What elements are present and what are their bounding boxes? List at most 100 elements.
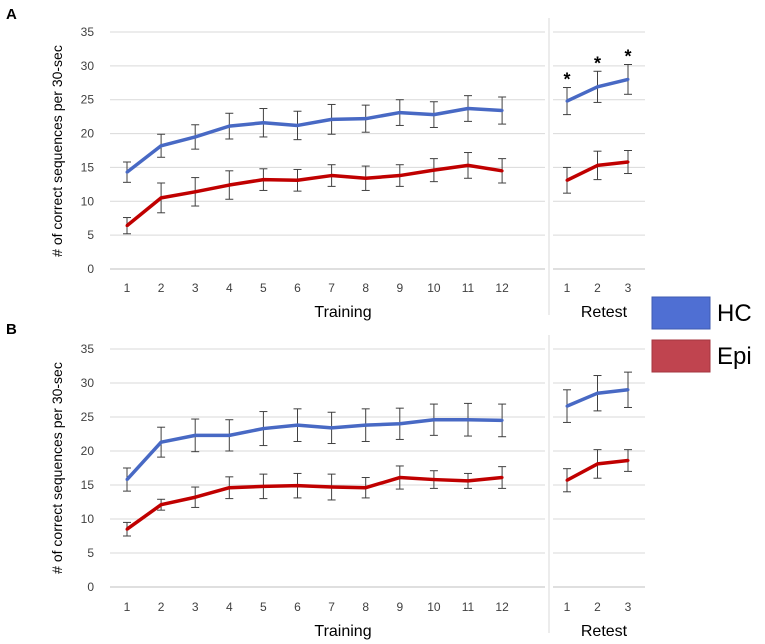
- data-point-epi-training: [466, 163, 470, 167]
- y-tick-label: 20: [81, 444, 95, 458]
- x-tick-label-training: 9: [396, 600, 403, 614]
- x-tick-label-training: 8: [362, 281, 369, 295]
- x-axis-title-retest: Retest: [581, 623, 628, 640]
- x-tick-label-training: 7: [328, 281, 335, 295]
- data-point-hc-retest: [596, 391, 599, 395]
- data-point-hc-training: [364, 117, 368, 121]
- data-point-hc-training: [125, 170, 129, 174]
- y-tick-label: 35: [81, 25, 95, 39]
- data-point-hc-training: [296, 423, 299, 427]
- y-tick-label: 5: [87, 546, 94, 560]
- x-axis-title-training: Training: [314, 304, 371, 321]
- x-tick-label-retest: 2: [594, 281, 601, 295]
- y-tick-label: 15: [81, 160, 95, 174]
- y-tick-label: 5: [87, 228, 94, 242]
- legend: HC Epi: [651, 296, 752, 373]
- data-point-epi-training: [364, 176, 368, 180]
- data-point-hc-training: [227, 124, 231, 128]
- data-point-epi-training: [193, 495, 197, 499]
- data-point-epi-retest: [626, 160, 630, 164]
- x-tick-label-training: 5: [260, 600, 267, 614]
- x-tick-label-training: 11: [462, 600, 475, 614]
- panel-a: A# of correct sequences per 30-sec051015…: [6, 6, 645, 321]
- x-tick-label-training: 6: [294, 281, 301, 295]
- data-point-epi-retest: [626, 459, 630, 463]
- y-tick-label: 15: [81, 478, 95, 492]
- significance-marker: *: [563, 70, 570, 90]
- y-tick-label: 30: [81, 376, 95, 390]
- data-point-hc-training: [500, 109, 504, 113]
- data-point-epi-training: [466, 479, 470, 483]
- y-tick-label: 0: [87, 262, 94, 276]
- y-axis-title: # of correct sequences per 30-sec: [49, 362, 65, 574]
- data-point-hc-training: [296, 123, 299, 127]
- y-tick-label: 0: [87, 580, 94, 594]
- x-tick-label-retest: 2: [594, 600, 601, 614]
- x-tick-label-training: 2: [158, 600, 165, 614]
- significance-marker: *: [594, 53, 601, 73]
- significance-marker: *: [624, 47, 631, 67]
- x-tick-label-training: 6: [294, 600, 301, 614]
- x-tick-label-training: 4: [226, 600, 233, 614]
- y-axis-title: # of correct sequences per 30-sec: [49, 45, 65, 257]
- series-line-epi-training: [125, 475, 503, 531]
- data-point-hc-training: [330, 117, 334, 121]
- series-line-hc-training: [125, 417, 503, 481]
- data-point-epi-training: [261, 178, 265, 182]
- data-point-epi-training: [500, 169, 504, 173]
- data-point-hc-retest: [626, 77, 630, 81]
- y-tick-label: 10: [81, 512, 95, 526]
- data-point-hc-retest: [565, 99, 569, 103]
- data-point-hc-training: [227, 433, 231, 437]
- data-point-epi-training: [159, 196, 163, 200]
- x-tick-label-training: 2: [158, 281, 165, 295]
- data-point-epi-training: [364, 486, 368, 490]
- x-tick-label-training: 8: [362, 600, 369, 614]
- data-point-epi-retest: [565, 178, 569, 182]
- y-tick-label: 25: [81, 410, 95, 424]
- x-axis-title-training: Training: [314, 623, 371, 640]
- data-point-hc-training: [159, 144, 163, 148]
- data-point-hc-training: [125, 478, 129, 482]
- panel-b: B# of correct sequences per 30-sec051015…: [6, 321, 645, 640]
- data-point-hc-training: [398, 111, 402, 115]
- x-tick-label-training: 9: [396, 281, 403, 295]
- y-tick-label: 10: [81, 194, 95, 208]
- data-point-epi-training: [500, 476, 504, 480]
- data-point-epi-training: [125, 527, 129, 531]
- data-point-epi-training: [330, 485, 334, 489]
- legend-swatch-epi: [651, 339, 711, 373]
- data-point-epi-training: [296, 178, 299, 182]
- y-tick-label: 35: [81, 342, 95, 356]
- y-tick-label: 20: [81, 127, 95, 141]
- x-tick-label-training: 5: [260, 281, 267, 295]
- x-tick-label-training: 3: [192, 281, 199, 295]
- x-tick-label-training: 10: [427, 281, 441, 295]
- x-tick-label-training: 7: [328, 600, 335, 614]
- data-point-hc-training: [466, 107, 470, 111]
- data-point-hc-training: [261, 427, 265, 431]
- data-point-epi-training: [398, 476, 402, 480]
- data-point-epi-retest: [565, 478, 569, 482]
- x-tick-label-training: 10: [427, 600, 441, 614]
- data-point-hc-training: [193, 433, 197, 437]
- data-point-epi-training: [193, 190, 197, 194]
- data-point-hc-training: [364, 423, 368, 427]
- x-tick-label-retest: 3: [625, 281, 632, 295]
- data-point-hc-training: [432, 418, 436, 422]
- data-point-epi-training: [330, 174, 334, 178]
- data-point-epi-training: [432, 168, 436, 172]
- data-point-hc-training: [466, 418, 470, 422]
- x-tick-label-training: 4: [226, 281, 233, 295]
- x-tick-label-training: 12: [495, 600, 509, 614]
- data-point-hc-training: [159, 440, 163, 444]
- data-point-hc-training: [500, 418, 504, 422]
- series-line-epi-training: [125, 163, 503, 228]
- data-point-epi-training: [227, 183, 231, 187]
- data-point-hc-retest: [626, 388, 630, 392]
- x-axis-title-retest: Retest: [581, 304, 628, 321]
- x-tick-label-training: 11: [462, 281, 475, 295]
- data-point-hc-training: [193, 135, 197, 139]
- data-point-hc-retest: [565, 404, 569, 408]
- data-point-hc-retest: [596, 85, 599, 89]
